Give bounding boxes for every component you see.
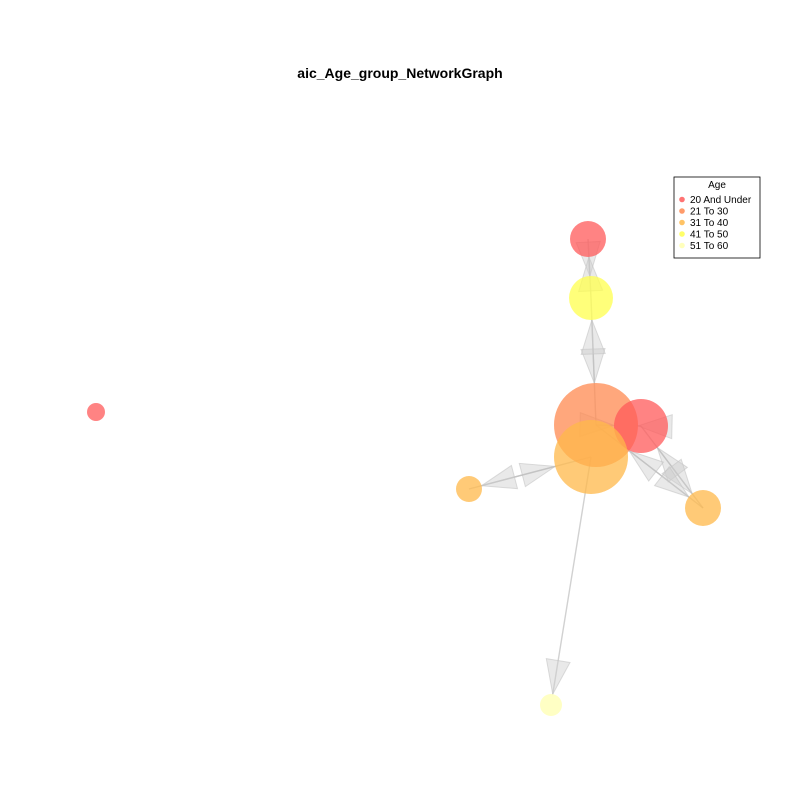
edge-arrowhead-n5-n6 (480, 464, 519, 490)
edge-arrowhead-n4-n7 (661, 458, 694, 495)
nodes-layer (87, 221, 721, 716)
node-n2 (569, 276, 613, 320)
legend-label-3: 41 To 50 (690, 230, 729, 241)
legend-box (673, 176, 761, 259)
legend-swatch-4 (679, 242, 685, 249)
legend-label-1: 21 To 30 (690, 207, 729, 218)
chart-title: aic_Age_group_NetworkGraph (297, 65, 502, 81)
legend-swatch-3 (679, 231, 685, 237)
legend-title: Age (708, 180, 726, 191)
legend-label-0: 20 And Under (690, 195, 752, 206)
legend-swatch-0 (679, 196, 685, 203)
legend-swatch-1 (679, 208, 685, 214)
node-n7 (685, 490, 721, 526)
edge-n5-n8 (552, 456, 592, 695)
edge-arrowhead-n3-n2 (580, 318, 606, 355)
node-n9 (87, 403, 105, 421)
node-n8 (540, 694, 562, 716)
legend-label-4: 51 To 60 (690, 241, 729, 252)
node-n4 (614, 399, 668, 453)
legend-swatch-2 (679, 219, 685, 226)
node-n5 (554, 420, 628, 494)
edge-arrowhead-n5-n8 (545, 658, 571, 696)
node-n1 (570, 221, 606, 257)
edge-arrowhead-n3-n7 (653, 465, 690, 498)
legend-label-2: 31 To 40 (690, 218, 729, 229)
node-n6 (456, 476, 482, 502)
